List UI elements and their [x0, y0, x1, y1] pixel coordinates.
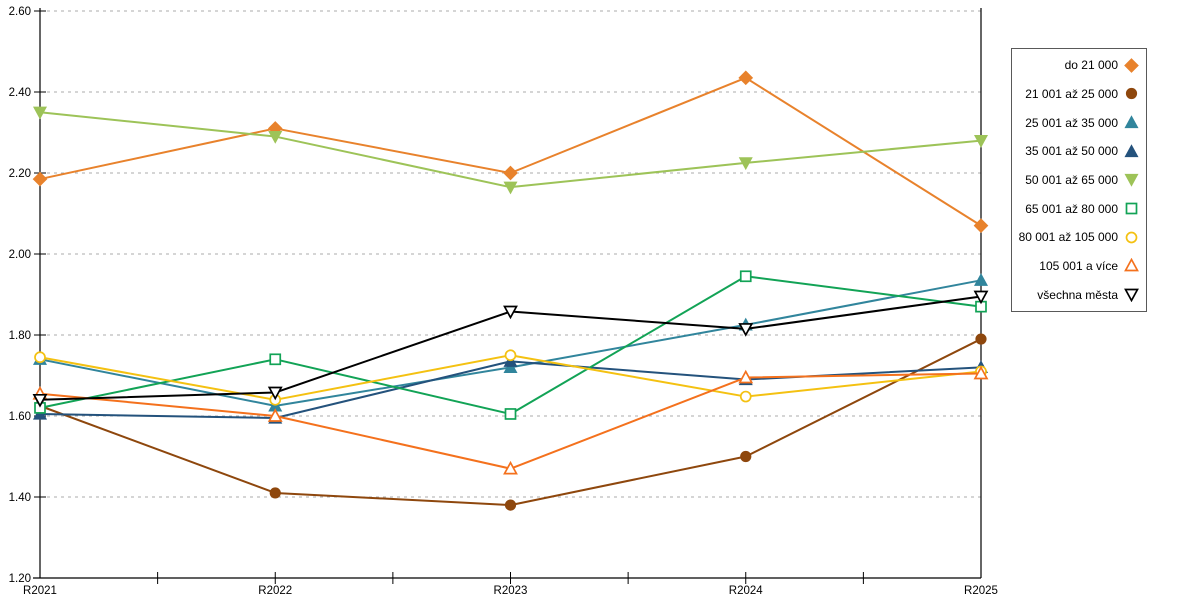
y-axis-tick-label: 2.20 — [9, 168, 31, 180]
square-marker-icon — [1125, 202, 1138, 215]
y-axis-tick-label: 1.80 — [9, 330, 31, 342]
legend-item: 105 001 a více — [1012, 258, 1146, 273]
legend-label: všechna města — [1037, 287, 1118, 302]
y-axis-tick-label: 2.40 — [9, 87, 31, 99]
circle-marker-icon — [1125, 231, 1138, 244]
legend-item: všechna města — [1012, 287, 1146, 303]
series-markers-7 — [34, 349, 987, 406]
x-axis-tick-label: R2022 — [258, 585, 292, 597]
legend-label: 50 001 až 65 000 — [1025, 172, 1118, 187]
y-axis-tick-label: 2.60 — [9, 6, 31, 18]
series-markers-3 — [32, 273, 989, 412]
legend-item: 21 001 až 25 000 — [1012, 86, 1146, 101]
x-axis-tick-label: R2021 — [23, 585, 57, 597]
series-markers-5 — [32, 106, 989, 195]
triangle-down-marker-icon — [1124, 174, 1139, 188]
legend-label: 25 001 až 35 000 — [1025, 115, 1118, 130]
y-axis-tick-label: 1.20 — [9, 573, 31, 585]
triangle-up-marker-icon — [1124, 258, 1139, 272]
y-axis-tick-label: 1.60 — [9, 411, 31, 423]
x-axis-tick-label: R2025 — [964, 585, 998, 597]
legend-item: do 21 000 — [1012, 57, 1146, 73]
legend-item: 25 001 až 35 000 — [1012, 115, 1146, 130]
legend-label: 80 001 až 105 000 — [1018, 230, 1118, 245]
series-markers-6 — [34, 270, 987, 420]
chart-legend: do 21 000 21 001 až 25 000 25 001 až 35 00… — [1011, 48, 1147, 312]
circle-marker-icon — [1125, 88, 1138, 100]
legend-label: 35 001 až 50 000 — [1025, 144, 1118, 159]
legend-item: 80 001 až 105 000 — [1012, 230, 1146, 245]
legend-item: 35 001 až 50 000 — [1012, 144, 1146, 159]
legend-label: 21 001 až 25 000 — [1025, 86, 1118, 101]
legend-item: 65 001 až 80 000 — [1012, 201, 1146, 216]
legend-label: 65 001 až 80 000 — [1025, 201, 1118, 216]
legend-label: do 21 000 — [1064, 58, 1118, 73]
legend-label: 105 001 a více — [1039, 258, 1118, 273]
series-markers-9 — [32, 290, 989, 408]
y-axis-tick-label: 2.00 — [9, 249, 31, 261]
x-axis-tick-label: R2023 — [494, 585, 528, 597]
triangle-up-marker-icon — [1124, 115, 1139, 129]
series-line-1 — [39, 76, 982, 227]
series-markers-1 — [32, 70, 989, 233]
x-axis-tick-label: R2024 — [729, 585, 763, 597]
triangle-up-marker-icon — [1124, 144, 1139, 157]
y-axis-tick-label: 1.40 — [9, 492, 31, 504]
legend-item: 50 001 až 65 000 — [1012, 172, 1146, 188]
triangle-down-marker-icon — [1124, 288, 1139, 303]
series-markers-8 — [32, 365, 989, 475]
series-line-6 — [39, 275, 982, 415]
diamond-marker-icon — [1124, 57, 1139, 73]
